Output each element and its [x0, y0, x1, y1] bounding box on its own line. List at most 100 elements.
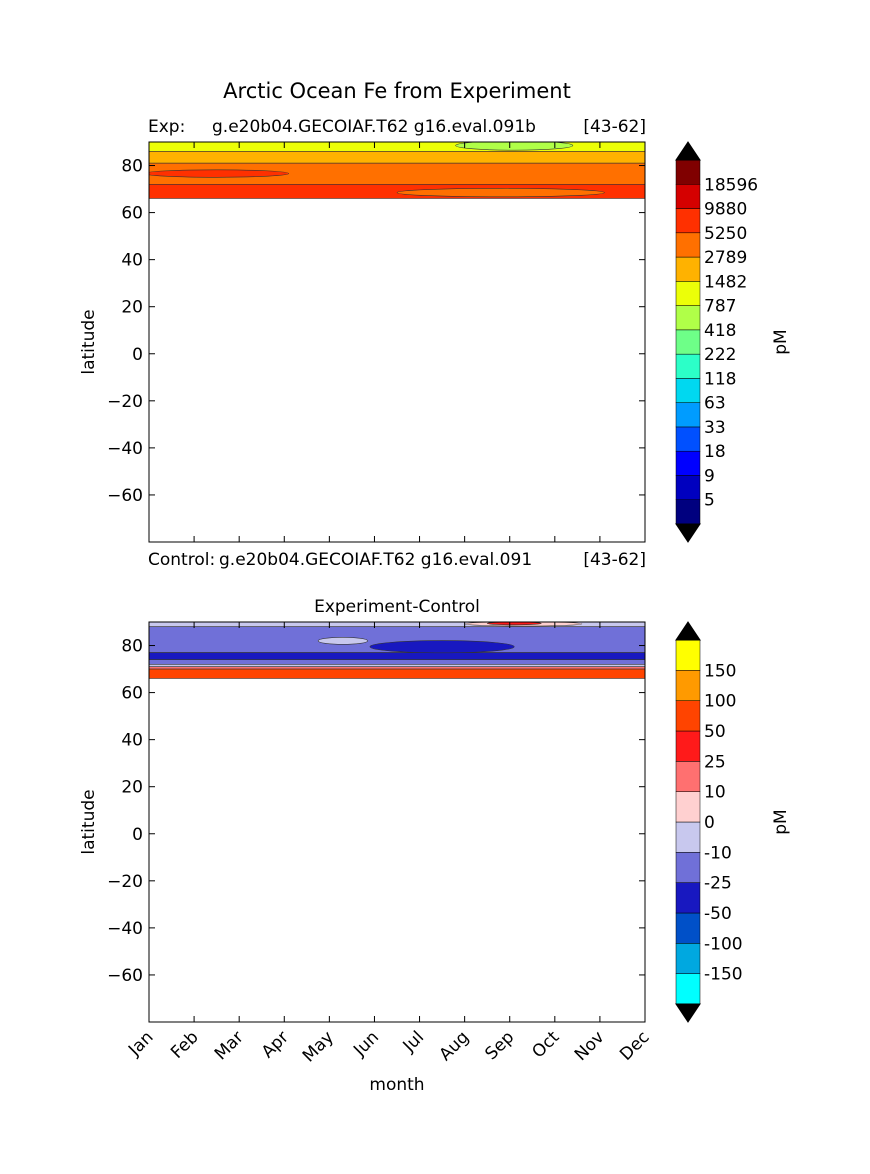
colorbar-tick-label: 0	[704, 813, 715, 833]
contour-blob	[396, 188, 605, 198]
exp-title-right: [43-62]	[583, 117, 646, 137]
colorbar-swatch	[675, 450, 701, 476]
colorbar-swatch	[675, 821, 701, 853]
colorbar-swatch	[675, 378, 701, 403]
ytick-label: 0	[132, 825, 143, 845]
control-title-right: [43-62]	[583, 550, 646, 570]
colorbar-swatch	[675, 232, 701, 258]
plot-area	[149, 142, 645, 199]
colorbar-tick-label: 5250	[704, 224, 747, 244]
ytick-label: 40	[121, 731, 143, 751]
xtick-label: Nov	[571, 1027, 609, 1065]
colorbar-extend-bottom	[675, 1003, 701, 1023]
control-title-left: Control:	[148, 550, 215, 570]
colorbar-extend-bottom	[675, 523, 701, 543]
colorbar-tick-label: -50	[704, 904, 732, 924]
contour-band	[149, 666, 645, 670]
ytick-label: 40	[121, 251, 143, 271]
diff-colorbar-label: pM	[771, 809, 791, 834]
diff-xlabel: month	[369, 1075, 424, 1095]
contour-band	[149, 652, 645, 660]
colorbar-extend-top	[675, 141, 701, 161]
xtick-label: Feb	[167, 1027, 202, 1062]
contour-band	[149, 668, 645, 679]
colorbar-swatch	[675, 402, 701, 428]
exp-ylabel: latitude	[79, 309, 99, 374]
panel-diff: 80 60 40 20 0 −20 −40 −60 Jan Feb Mar Apr May Jun Jul A…	[107, 621, 743, 1066]
colorbar-tick-label: 418	[704, 321, 736, 341]
contour-blob	[486, 622, 542, 626]
xtick-label: Jul	[399, 1027, 428, 1056]
ytick-label: 20	[121, 778, 143, 798]
xtick-label: May	[299, 1027, 338, 1066]
xtick-label: Dec	[616, 1027, 653, 1064]
plot-area	[149, 622, 645, 679]
colorbar-exp: 5 9 18 33 63 118 222 418 787 1482 2789 5250 9880 1859…	[675, 141, 758, 543]
colorbar-swatch	[675, 670, 701, 701]
colorbar-swatch	[675, 475, 701, 500]
xtick-label: Aug	[436, 1027, 474, 1065]
colorbar-tick-label: -10	[704, 843, 732, 863]
xtick-label: Sep	[481, 1027, 518, 1064]
colorbar-swatch	[675, 256, 701, 282]
colorbar-tick-label: 33	[704, 418, 726, 438]
colorbar-tick-label: 9880	[704, 200, 747, 220]
contour-blob	[455, 142, 574, 151]
xtick-label: Apr	[258, 1027, 293, 1062]
xtick-label: Jun	[349, 1027, 383, 1061]
panel-exp: 80 60 40 20 0 −20 −40 −60 5 9 18 33 63 118 222 418 787 14…	[107, 141, 758, 543]
colorbar-tick-label: 18596	[704, 175, 758, 195]
colorbar-tick-label: 787	[704, 297, 736, 317]
ytick-label: −20	[107, 392, 143, 412]
ytick-label: −60	[107, 966, 143, 986]
colorbar-swatch	[675, 973, 701, 1005]
ytick-label: −40	[107, 439, 143, 459]
xtick-label: Oct	[528, 1027, 563, 1062]
axes-frame	[148, 621, 646, 1023]
axes-frame	[148, 141, 646, 543]
colorbar-tick-label: -25	[704, 874, 732, 894]
colorbar-swatch	[675, 882, 701, 914]
colorbar-tick-label: 9	[704, 466, 715, 486]
colorbar-swatch	[675, 761, 701, 792]
contour-band	[149, 659, 645, 665]
colorbar-swatch	[675, 353, 701, 379]
xtick-label: Jan	[124, 1027, 157, 1060]
diff-subtitle: Experiment-Control	[314, 597, 480, 617]
colorbar-tick-label: 5	[704, 491, 715, 511]
ytick-label: 80	[121, 157, 143, 177]
colorbar-swatch	[675, 700, 701, 732]
colorbar-tick-label: -100	[704, 934, 743, 954]
control-title-center: g.e20b04.GECOIAF.T62 g16.eval.091	[219, 550, 532, 570]
colorbar-swatch	[675, 159, 701, 185]
xtick-label: Mar	[211, 1027, 248, 1064]
colorbar-tick-label: 150	[704, 661, 736, 681]
colorbar-swatch	[675, 208, 701, 234]
ytick-label: 20	[121, 298, 143, 318]
exp-title-left: Exp:	[148, 117, 185, 137]
ytick-label: 60	[121, 204, 143, 224]
contour-blob	[317, 636, 368, 645]
colorbar-swatch	[675, 281, 701, 306]
colorbar-tick-label: 63	[704, 394, 726, 414]
colorbar-tick-label: 10	[704, 783, 726, 803]
contour-band	[149, 664, 645, 668]
ytick-label: −20	[107, 872, 143, 892]
ytick-label: −60	[107, 486, 143, 506]
exp-title-center: g.e20b04.GECOIAF.T62 g16.eval.091b	[212, 117, 536, 137]
colorbar-swatch	[675, 305, 701, 331]
colorbar-swatch	[675, 943, 701, 974]
colorbar-tick-label: -150	[704, 965, 743, 985]
colorbar-tick-label: 2789	[704, 248, 747, 268]
contour-blob	[369, 640, 515, 654]
colorbar-tick-label: 18	[704, 442, 726, 462]
colorbar-tick-label: 118	[704, 369, 736, 389]
figure-title: Arctic Ocean Fe from Experiment	[223, 79, 571, 103]
colorbar-tick-label: 1482	[704, 272, 747, 292]
contour-blob	[149, 169, 290, 178]
colorbar-swatch	[675, 426, 701, 452]
colorbar-extend-top	[675, 621, 701, 641]
colorbar-tick-label: 100	[704, 692, 736, 712]
ytick-label: 80	[121, 637, 143, 657]
